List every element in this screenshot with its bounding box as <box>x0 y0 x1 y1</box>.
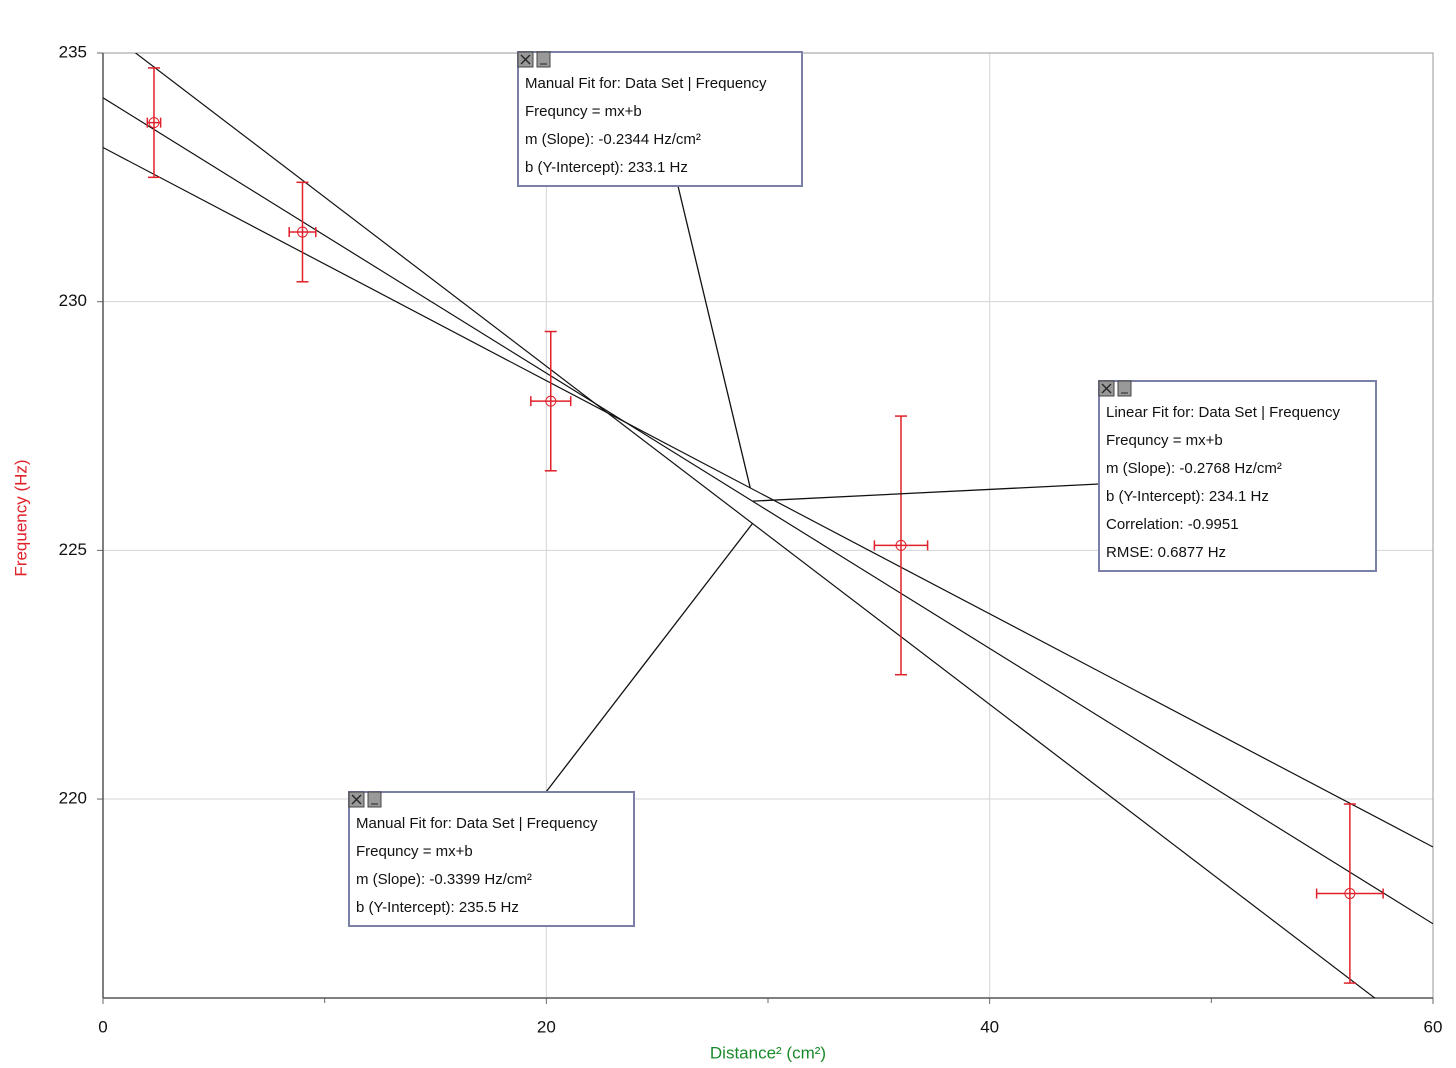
x-axis-label: Distance² (cm²) <box>710 1043 826 1062</box>
annotation-text: Manual Fit for: Data Set | Frequency <box>356 815 598 832</box>
minimize-button[interactable] <box>536 51 551 68</box>
minimize-button[interactable] <box>1117 380 1132 397</box>
annotation-text: RMSE: 0.6877 Hz <box>1106 544 1226 561</box>
annotation-text: Correlation: -0.9951 <box>1106 516 1239 533</box>
point <box>895 539 907 551</box>
annotation-text: Frequncy = mx+b <box>1106 432 1223 449</box>
close-icon <box>351 794 362 805</box>
annotation-text: b (Y-Intercept): 234.1 Hz <box>1106 488 1269 505</box>
y-tick-label: 230 <box>59 291 87 310</box>
x-tick-label: 0 <box>98 1017 107 1036</box>
point <box>545 395 557 407</box>
x-tick-label: 20 <box>537 1017 556 1036</box>
fit-line <box>103 97 1433 925</box>
y-tick-label: 220 <box>59 789 87 808</box>
callout <box>545 523 753 793</box>
y-axis-label: Frequency (Hz) <box>11 459 30 576</box>
annotation-text: Linear Fit for: Data Set | Frequency <box>1106 404 1341 421</box>
minimize-button[interactable] <box>367 791 382 808</box>
callout <box>677 185 751 489</box>
annotation-text: Frequncy = mx+b <box>356 843 473 860</box>
annotation-text: m (Slope): -0.3399 Hz/cm² <box>356 871 532 888</box>
annotation-text: b (Y-Intercept): 233.1 Hz <box>525 159 688 176</box>
error-bar-x <box>288 227 317 238</box>
error-bar-x <box>873 540 929 551</box>
annotation-box <box>517 51 803 187</box>
error-bar-x <box>146 117 162 128</box>
close-icon <box>1101 383 1112 394</box>
fit-line <box>103 146 1433 848</box>
error-bar-x <box>530 396 572 407</box>
error-bar-x <box>1315 888 1384 899</box>
close-icon <box>520 54 531 65</box>
annotation-box <box>1098 380 1377 572</box>
point <box>297 226 308 238</box>
annotation-text: m (Slope): -0.2344 Hz/cm² <box>525 131 701 148</box>
y-tick-label: 225 <box>59 540 87 559</box>
annotation-text: Frequncy = mx+b <box>525 103 642 120</box>
annotation-text: Manual Fit for: Data Set | Frequency <box>525 75 767 92</box>
fit-lines <box>103 53 1433 998</box>
fit-line <box>134 53 1376 998</box>
annotation-text: m (Slope): -0.2768 Hz/cm² <box>1106 460 1282 477</box>
annotation-box <box>348 791 635 927</box>
y-tick-label: 235 <box>59 42 87 61</box>
callout <box>752 483 1100 502</box>
point <box>1344 888 1356 900</box>
x-tick-label: 60 <box>1424 1017 1443 1036</box>
point <box>148 117 160 129</box>
x-tick-label: 40 <box>980 1017 999 1036</box>
annotation-text: b (Y-Intercept): 235.5 Hz <box>356 899 519 916</box>
